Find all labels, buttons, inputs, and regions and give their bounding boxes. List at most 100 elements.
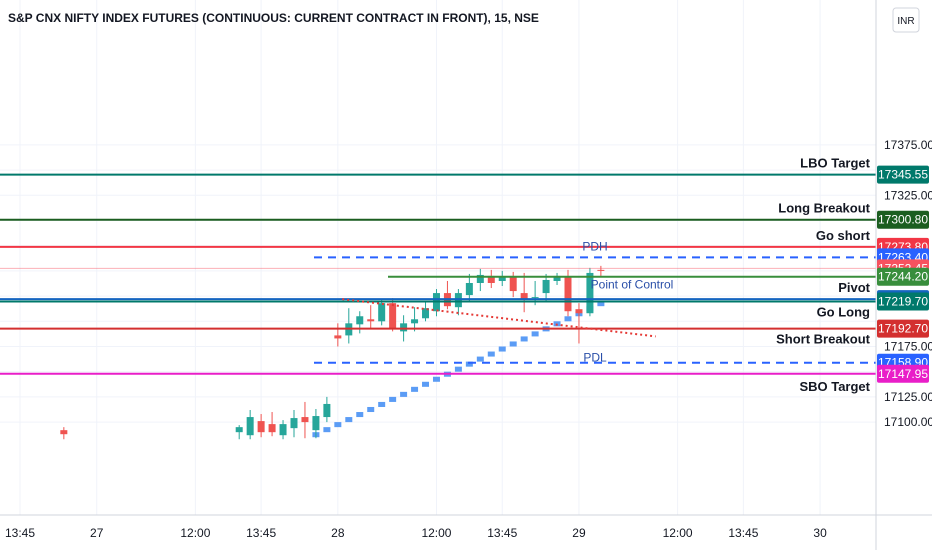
renko-brick xyxy=(597,301,605,307)
renko-brick xyxy=(389,396,397,402)
candle-body xyxy=(279,424,287,436)
renko-brick xyxy=(323,427,331,433)
y-tick-label: 17325.00 xyxy=(884,188,932,202)
price-tag xyxy=(877,165,929,184)
chart-grid xyxy=(0,0,876,515)
candle-body xyxy=(389,303,397,329)
level-label: Point of Control xyxy=(591,278,674,292)
renko-brick xyxy=(432,376,440,382)
renko-brick xyxy=(454,366,462,372)
level-label: SBO Target xyxy=(799,379,870,394)
candle-body xyxy=(312,416,320,431)
renko-brick xyxy=(400,391,408,397)
candle-body xyxy=(498,276,506,281)
candle-body xyxy=(400,323,408,332)
price-tag-text: 17219.70 xyxy=(878,294,928,308)
candle-body xyxy=(597,269,605,271)
level-label: Pivot xyxy=(838,280,870,295)
x-tick-label: 12:00 xyxy=(421,526,451,540)
candle-body xyxy=(301,417,309,423)
price-axis: 17375.00 17325.00 17175.00 17125.00 17100.00 xyxy=(875,0,932,550)
x-tick-label: 13:45 xyxy=(246,526,276,540)
candle-body xyxy=(531,297,539,299)
candle-body xyxy=(520,293,528,300)
x-tick-label: 13:45 xyxy=(728,526,758,540)
renko-brick xyxy=(498,346,506,352)
candle-body xyxy=(422,308,430,319)
candle-body xyxy=(564,276,572,312)
renko-brick xyxy=(476,356,484,362)
candle-body xyxy=(509,276,517,292)
candle-body xyxy=(553,275,561,281)
y-tick-label: 17125.00 xyxy=(884,390,932,404)
renko-brick xyxy=(367,406,375,413)
y-tick-label: 17100.00 xyxy=(884,415,932,429)
candle-body xyxy=(465,282,473,296)
price-tag xyxy=(877,364,929,383)
chart-title: S&P CNX NIFTY INDEX FUTURES (CONTINUOUS:… xyxy=(8,11,539,25)
level-label: PDH xyxy=(582,239,607,253)
renko-brick xyxy=(334,422,342,428)
x-tick-label: 13:45 xyxy=(5,526,35,540)
candle-body xyxy=(487,275,495,283)
candle-body xyxy=(586,272,594,314)
y-tick-label: 17175.00 xyxy=(884,340,932,354)
price-tag xyxy=(877,210,929,229)
candle-body xyxy=(235,427,243,433)
candle-body xyxy=(257,421,265,433)
x-tick-label: 12:00 xyxy=(180,526,210,540)
candle-body xyxy=(411,319,419,324)
renko-brick xyxy=(378,401,386,407)
price-tag xyxy=(877,267,929,286)
candle-body xyxy=(268,424,276,433)
candle-body xyxy=(367,319,375,322)
level-label: PDL xyxy=(583,351,607,365)
candle-body xyxy=(290,418,298,429)
time-axis: 13:45 27 12:00 13:45 28 12:00 13:45 29 12:00 13:4… xyxy=(0,514,932,540)
price-tag-text: 17244.20 xyxy=(878,270,928,284)
level-label: Short Breakout xyxy=(776,332,871,347)
x-tick-label: 29 xyxy=(572,526,586,540)
renko-brick xyxy=(531,331,539,337)
renko-brick xyxy=(564,316,572,322)
y-tick-label: 17375.00 xyxy=(884,138,932,152)
renko-brick xyxy=(422,381,430,387)
candle-body xyxy=(246,417,254,436)
level-label: LBO Target xyxy=(800,156,870,171)
price-tag-text: 17345.55 xyxy=(878,168,928,182)
x-tick-label: 13:45 xyxy=(487,526,517,540)
x-tick-label: 27 xyxy=(90,526,104,540)
candle-body xyxy=(378,303,386,322)
price-tag-text: 17192.70 xyxy=(878,322,928,336)
price-tag xyxy=(877,319,929,338)
candle-body xyxy=(356,316,364,325)
price-tag-text: 17300.80 xyxy=(878,213,928,227)
price-tag xyxy=(877,292,929,311)
currency-button[interactable]: INR xyxy=(892,7,920,33)
price-tags: 17345.5517300.8017273.8017263.4017252.45… xyxy=(877,165,929,383)
renko-brick xyxy=(509,341,517,347)
candlestick-series xyxy=(60,265,605,440)
level-label: Go Long xyxy=(817,304,870,319)
renko-brick xyxy=(487,351,495,357)
price-tag-text: 17147.95 xyxy=(878,367,928,381)
candle-body xyxy=(542,279,550,294)
renko-brick xyxy=(520,336,528,342)
renko-brick xyxy=(411,386,419,392)
candle-body xyxy=(575,309,583,314)
horizontal-levels: LBO Target Long Breakout Go short PDH Point … xyxy=(0,156,876,394)
level-label: Go short xyxy=(816,228,871,243)
renko-brick xyxy=(465,361,473,367)
candle-body xyxy=(454,293,462,308)
renko-brick xyxy=(356,412,364,418)
candle-body xyxy=(476,274,484,283)
renko-brick xyxy=(345,417,353,423)
level-label: Long Breakout xyxy=(778,201,870,216)
x-tick-label: 28 xyxy=(331,526,345,540)
candle-body xyxy=(323,403,331,418)
x-tick-label: 30 xyxy=(813,526,827,540)
candle-body xyxy=(334,335,342,339)
candle-body xyxy=(60,430,68,435)
currency-label: INR xyxy=(897,16,914,27)
